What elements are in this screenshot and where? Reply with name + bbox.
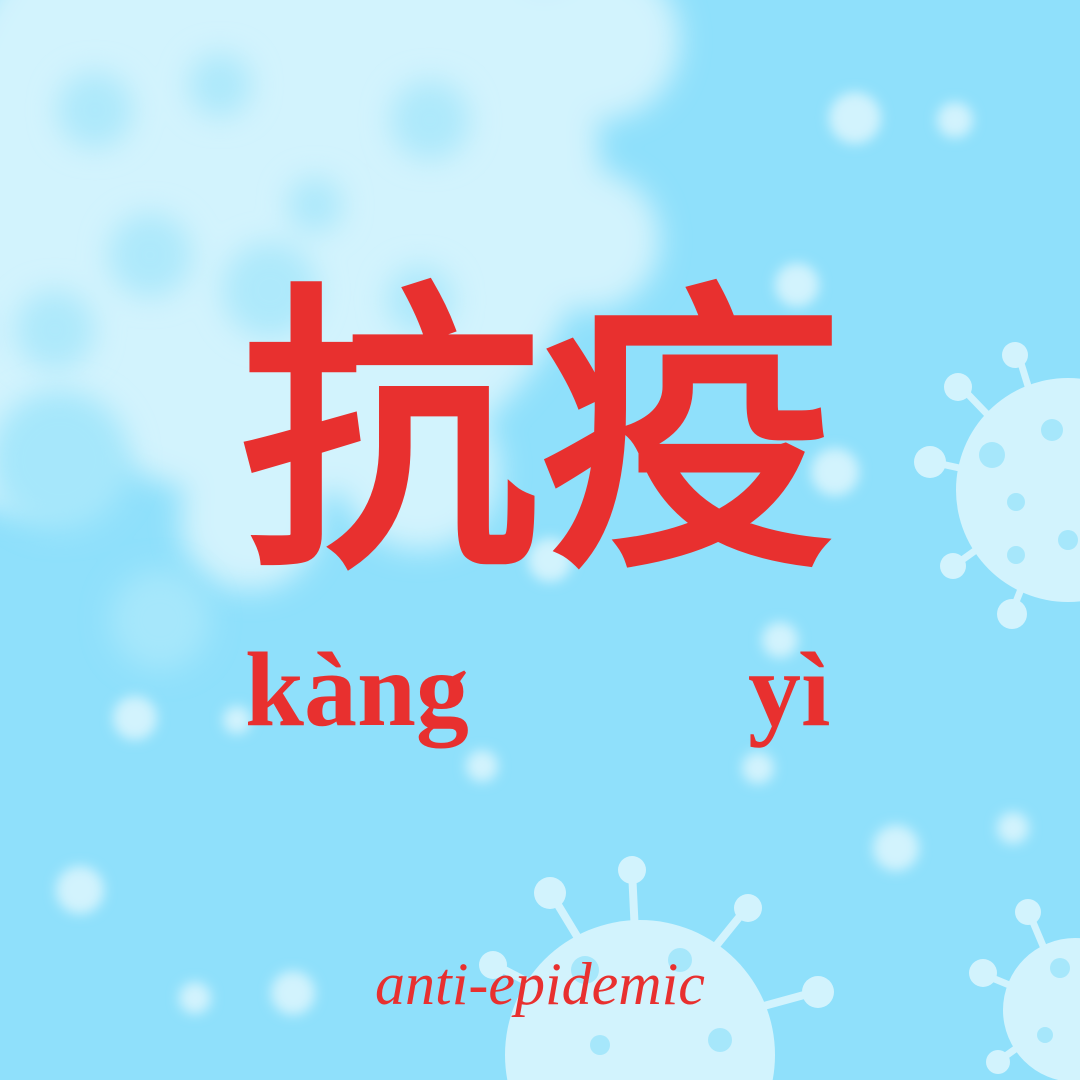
- hanzi-text: 抗疫: [240, 260, 840, 609]
- virus-icon: [479, 856, 834, 1080]
- english-meaning: anti-epidemic: [375, 951, 705, 1017]
- pinyin-syllable-2: yì: [748, 631, 831, 748]
- pinyin-syllable-1: kàng: [245, 631, 469, 748]
- hanzi-title: 抗疫: [0, 265, 1080, 605]
